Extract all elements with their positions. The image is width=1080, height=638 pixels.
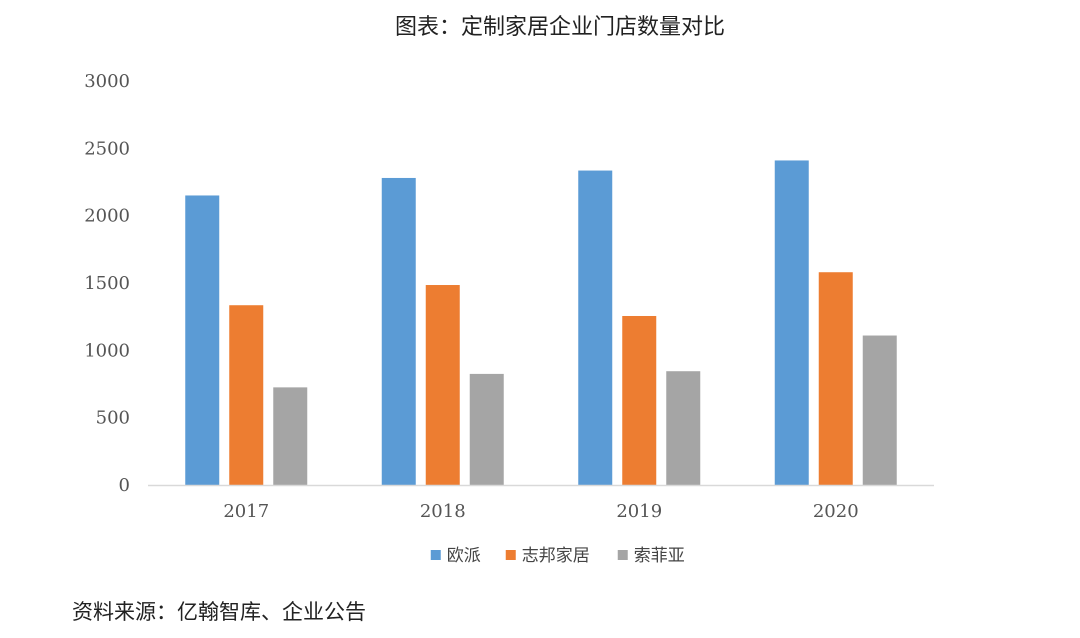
bar-0-2 xyxy=(273,387,308,485)
y-axis-ticks: 0 500 1000 1500 2000 2500 3000 xyxy=(84,71,130,496)
bar-1-0 xyxy=(381,177,416,485)
legend-swatch xyxy=(505,550,516,560)
bar-3-2 xyxy=(862,335,897,485)
bar-3-1 xyxy=(818,272,853,485)
x-tick-label: 2017 xyxy=(223,501,269,522)
y-tick-label: 0 xyxy=(119,475,130,496)
y-tick-label: 500 xyxy=(96,408,130,429)
legend-label: 索菲亚 xyxy=(634,546,685,566)
legend: 欧派 志邦家居 索菲亚 xyxy=(430,546,685,566)
y-tick-label: 1000 xyxy=(84,340,130,361)
y-tick-label: 1500 xyxy=(84,273,130,294)
legend-swatch xyxy=(430,550,441,560)
bar-2-1 xyxy=(622,315,657,485)
source-note: 资料来源：亿翰智库、企业公告 xyxy=(72,600,366,624)
x-tick-label: 2020 xyxy=(813,501,859,522)
x-tick-label: 2018 xyxy=(420,501,466,522)
bar-3-0 xyxy=(774,160,809,485)
bar-1-2 xyxy=(469,373,504,485)
y-tick-label: 2000 xyxy=(84,206,130,227)
bar-2-0 xyxy=(578,170,613,485)
bar-1-1 xyxy=(425,285,460,485)
bar-0-1 xyxy=(229,305,264,485)
legend-label: 欧派 xyxy=(447,546,481,566)
legend-swatch xyxy=(617,550,628,560)
bar-series xyxy=(185,160,897,485)
bar-2-2 xyxy=(666,371,701,485)
y-tick-label: 3000 xyxy=(84,71,130,92)
x-axis-ticks: 2017 2018 2019 2020 xyxy=(223,501,858,522)
y-tick-label: 2500 xyxy=(84,138,130,159)
x-tick-label: 2019 xyxy=(616,501,662,522)
legend-label: 志邦家居 xyxy=(522,546,590,566)
bar-0-0 xyxy=(185,195,220,485)
chart-title: 图表：定制家居企业门店数量对比 xyxy=(395,15,725,40)
